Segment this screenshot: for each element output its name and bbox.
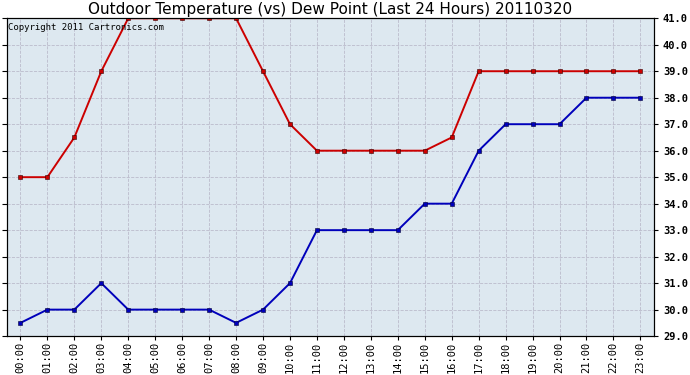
Title: Outdoor Temperature (vs) Dew Point (Last 24 Hours) 20110320: Outdoor Temperature (vs) Dew Point (Last… bbox=[88, 2, 573, 17]
Text: Copyright 2011 Cartronics.com: Copyright 2011 Cartronics.com bbox=[8, 23, 164, 32]
